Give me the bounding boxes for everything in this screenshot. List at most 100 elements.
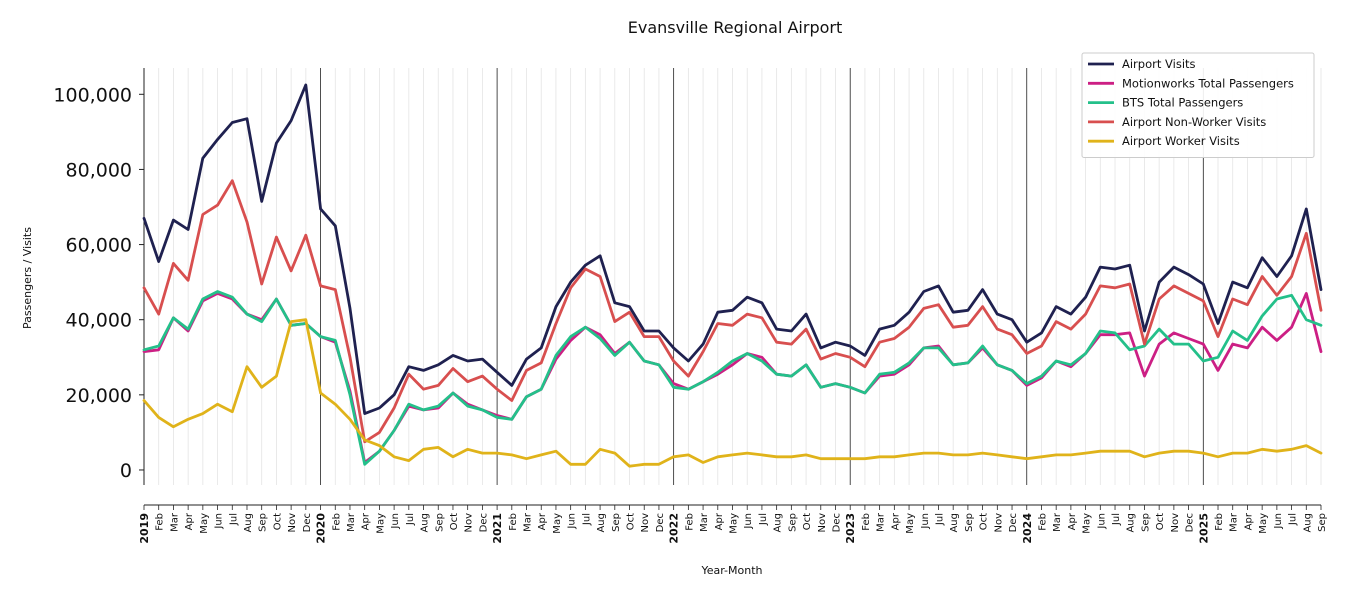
x-tick-label: Apr <box>890 512 901 530</box>
x-tick-label: May <box>729 513 740 534</box>
x-tick-label: Oct <box>802 513 813 530</box>
chart-title: Evansville Regional Airport <box>628 18 842 37</box>
x-tick-label: Mar <box>699 512 710 532</box>
x-tick-label: Sep <box>434 513 445 532</box>
x-tick-label: May <box>375 513 386 534</box>
y-tick-label: 0 <box>120 460 132 482</box>
x-tick-label: Jun <box>390 513 401 530</box>
x-tick-label: Feb <box>861 513 872 531</box>
x-tick-label: Jul <box>228 513 239 526</box>
x-tick-label: Apr <box>1067 512 1078 530</box>
x-tick-label: Nov <box>1170 513 1181 533</box>
x-tick-label: Dec <box>655 513 666 532</box>
x-tick-label: May <box>199 513 210 534</box>
x-tick-label: Sep <box>1140 513 1151 532</box>
x-tick-label: Aug <box>949 513 960 533</box>
x-tick-label: Feb <box>331 513 342 531</box>
x-tick-label: Mar <box>876 512 887 532</box>
x-tick-label: Mar <box>346 512 357 532</box>
x-tick-label: Aug <box>243 513 254 533</box>
x-tick-label: Dec <box>1008 513 1019 532</box>
x-tick-label: Jun <box>1096 513 1107 530</box>
x-tick-label: Dec <box>831 513 842 532</box>
x-tick-label: Apr <box>714 512 725 530</box>
x-tick-label: Mar <box>523 512 534 532</box>
x-tick-label: Sep <box>611 513 622 532</box>
x-tick-label-year: 2021 <box>491 513 504 544</box>
legend-label-airport-non-worker-visits: Airport Non-Worker Visits <box>1122 115 1266 129</box>
x-tick-label: Feb <box>508 513 519 531</box>
x-tick-label: Mar <box>169 512 180 532</box>
x-tick-label: Nov <box>993 513 1004 533</box>
x-tick-label: Jun <box>743 513 754 530</box>
x-tick-label: Jun <box>920 513 931 530</box>
x-tick-label: Mar <box>1229 512 1240 532</box>
x-tick-label: Aug <box>1126 513 1137 533</box>
x-tick-label: Jul <box>934 513 945 526</box>
x-tick-label: Aug <box>773 513 784 533</box>
x-tick-label: Apr <box>184 512 195 530</box>
x-tick-label: Sep <box>1317 513 1328 532</box>
x-tick-label: May <box>1258 513 1269 534</box>
x-tick-label-year: 2024 <box>1021 513 1034 544</box>
legend-box <box>1081 52 1315 158</box>
y-axis-label: Passengers / Visits <box>21 227 34 329</box>
x-tick-label-year: 2025 <box>1197 513 1210 544</box>
x-tick-label: Aug <box>1302 513 1313 533</box>
legend-label-motionworks-total-passengers: Motionworks Total Passengers <box>1122 76 1294 90</box>
y-axis-ticks: 0 20,000 40,000 60,000 80,000 100,000 <box>53 84 144 482</box>
x-tick-label: Jun <box>567 513 578 530</box>
y-tick-label: 80,000 <box>66 159 132 181</box>
x-tick-label: Jul <box>581 513 592 526</box>
x-tick-label: Oct <box>979 513 990 530</box>
x-tick-label: Nov <box>287 513 298 533</box>
x-tick-label: Jun <box>1273 513 1284 530</box>
x-tick-label: Nov <box>817 513 828 533</box>
x-tick-label: Aug <box>596 513 607 533</box>
x-axis-ticks: 2019 Feb Mar Apr May Jun Jul Aug Sep Oct Nov Dec 202… <box>138 505 1328 544</box>
series-line-airport-worker-visits <box>142 318 1323 468</box>
x-tick-label: Apr <box>537 512 548 530</box>
legend-label-airport-visits: Airport Visits <box>1122 57 1196 71</box>
x-tick-label: Feb <box>155 513 166 531</box>
legend-label-bts-total-passengers: BTS Total Passengers <box>1122 96 1243 110</box>
x-tick-label: Sep <box>258 513 269 532</box>
x-tick-label-year: 2020 <box>315 513 328 544</box>
x-tick-label: Apr <box>361 512 372 530</box>
x-tick-label: Oct <box>272 513 283 530</box>
y-tick-label: 20,000 <box>66 385 132 407</box>
x-tick-label: Feb <box>1037 513 1048 531</box>
x-tick-label: Jul <box>405 513 416 526</box>
x-tick-label: Jun <box>214 513 225 530</box>
x-tick-label: Aug <box>420 513 431 533</box>
x-tick-label: May <box>905 513 916 534</box>
x-tick-label-year: 2022 <box>668 513 681 544</box>
y-tick-label: 40,000 <box>66 310 132 332</box>
x-tick-label: Mar <box>1052 512 1063 532</box>
y-tick-label: 100,000 <box>53 84 132 106</box>
legend-label-airport-worker-visits: Airport Worker Visits <box>1122 134 1240 148</box>
x-tick-label: Nov <box>640 513 651 533</box>
series-line-airport-visits <box>142 83 1323 416</box>
x-tick-label: Apr <box>1243 512 1254 530</box>
x-tick-label: Nov <box>464 513 475 533</box>
x-axis-label: Year-Month <box>700 564 762 577</box>
x-tick-label: Jul <box>1111 513 1122 526</box>
legend: Airport Visits Motionworks Total Passenge… <box>1081 52 1315 158</box>
x-tick-label: May <box>1082 513 1093 534</box>
series-line-airport-non-worker-visits <box>142 179 1323 444</box>
x-tick-label: Feb <box>684 513 695 531</box>
x-tick-label: Jul <box>758 513 769 526</box>
x-tick-label-year: 2019 <box>138 513 151 544</box>
x-tick-label: Oct <box>626 513 637 530</box>
x-tick-label-year: 2023 <box>844 513 857 544</box>
series-line-bts-total-passengers <box>142 290 1323 466</box>
x-tick-label: Oct <box>449 513 460 530</box>
x-tick-label: Sep <box>787 513 798 532</box>
x-tick-label: Dec <box>302 513 313 532</box>
x-tick-label: Dec <box>478 513 489 532</box>
x-tick-label: Jul <box>1288 513 1299 526</box>
y-tick-label: 60,000 <box>66 235 132 257</box>
x-tick-label: Sep <box>964 513 975 532</box>
